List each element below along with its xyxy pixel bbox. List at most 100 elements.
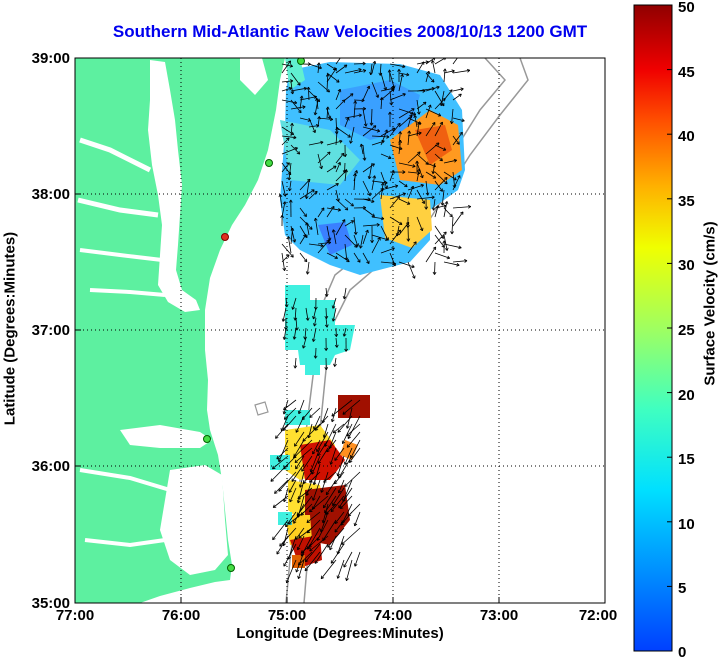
- velocity-arrow-head: [330, 462, 334, 465]
- velocity-arrow-head: [290, 91, 294, 95]
- velocity-arrow: [317, 447, 329, 464]
- velocity-arrow-head: [344, 169, 347, 173]
- velocity-arrow-head: [345, 425, 348, 429]
- velocity-arrow: [379, 63, 382, 76]
- velocity-arrow: [443, 89, 453, 101]
- velocity-arrow-head: [281, 318, 284, 322]
- x-tick-label: 72:00: [579, 607, 617, 624]
- velocity-arrow: [328, 431, 337, 449]
- velocity-arrow: [443, 68, 446, 83]
- velocity-arrow-head: [338, 490, 342, 494]
- velocity-arrow-head: [318, 98, 321, 102]
- velocity-arrow: [311, 455, 321, 475]
- velocity-arrow-head: [462, 118, 465, 122]
- velocity-arrow-head: [293, 102, 298, 105]
- velocity-arrow-head: [409, 130, 412, 134]
- velocity-arrow-head: [397, 229, 401, 232]
- velocity-arrow-head: [377, 94, 380, 98]
- chart-title: Southern Mid-Atlantic Raw Velocities 200…: [112, 22, 588, 41]
- velocity-arrow-head: [278, 459, 282, 463]
- velocity-arrow-head: [362, 69, 366, 71]
- velocity-arrow: [371, 61, 376, 74]
- velocity-arrow-head: [298, 535, 301, 539]
- velocity-arrow-head: [359, 114, 362, 118]
- velocity-arrow: [285, 297, 288, 308]
- velocity-arrow-head: [338, 198, 340, 202]
- velocity-arrow-head: [364, 157, 367, 161]
- velocity-arrow-head: [449, 120, 452, 124]
- velocity-arrow-head: [355, 100, 358, 104]
- colorbar-tick-label: 10: [678, 516, 695, 533]
- velocity-arrow-head: [354, 523, 358, 527]
- velocity-arrow: [306, 222, 310, 236]
- x-tick-label: 76:00: [162, 607, 200, 624]
- velocity-arrow-head: [304, 87, 307, 91]
- velocity-arrow-head: [397, 122, 401, 125]
- velocity-arrow: [290, 72, 301, 86]
- velocity-arrow-head: [358, 68, 362, 70]
- velocity-arrow: [362, 180, 371, 196]
- velocity-arrow-head: [412, 114, 416, 116]
- velocity-arrow-head: [438, 113, 442, 117]
- velocity-arrow-head: [295, 430, 299, 433]
- velocity-arrow: [353, 252, 361, 263]
- velocity-arrow: [314, 415, 329, 431]
- velocity-arrow-head: [346, 426, 350, 429]
- velocity-arrow: [389, 69, 391, 83]
- velocity-arrow-head: [390, 86, 394, 89]
- velocity-arrow: [299, 471, 305, 488]
- velocity-arrow: [434, 171, 448, 185]
- velocity-arrow: [362, 163, 375, 173]
- velocity-arrow-head: [367, 193, 371, 197]
- velocity-arrow: [326, 439, 337, 453]
- velocity-arrow-head: [413, 241, 417, 244]
- velocity-arrow-head: [296, 499, 299, 504]
- velocity-arrow-head: [313, 316, 316, 320]
- velocity-arrow: [281, 126, 294, 135]
- velocity-arrow-head: [346, 434, 350, 437]
- velocity-arrow-head: [309, 179, 311, 183]
- velocity-arrow-head: [361, 100, 365, 103]
- velocity-arrow: [315, 347, 317, 359]
- velocity-arrow-head: [422, 90, 426, 93]
- velocity-arrow: [301, 455, 313, 472]
- velocity-arrow-head: [354, 173, 357, 177]
- velocity-arrow: [299, 252, 308, 263]
- velocity-arrow-head: [330, 418, 333, 422]
- velocity-arrow: [317, 439, 329, 456]
- velocity-arrow-head: [354, 246, 358, 248]
- velocity-arrow-head: [270, 480, 274, 482]
- velocity-arrow: [344, 93, 354, 101]
- velocity-arrow-head: [292, 227, 295, 231]
- velocity-arrow-head: [403, 93, 406, 97]
- velocity-arrow: [380, 127, 396, 137]
- velocity-arrow-head: [300, 514, 305, 516]
- velocity-arrow-head: [342, 333, 345, 337]
- velocity-arrow: [320, 511, 329, 533]
- velocity-arrow-head: [421, 184, 424, 188]
- velocity-arrow: [281, 137, 290, 146]
- velocity-arrow-head: [416, 160, 419, 164]
- velocity-arrow-head: [446, 201, 449, 205]
- velocity-arrow: [362, 85, 370, 101]
- velocity-arrow-head: [307, 271, 310, 275]
- velocity-arrow-head: [432, 171, 436, 174]
- velocity-arrow-head: [332, 318, 336, 322]
- velocity-arrow: [342, 399, 361, 415]
- velocity-arrow-head: [336, 333, 339, 337]
- velocity-arrow-head: [372, 163, 375, 167]
- velocity-arrow-head: [371, 240, 374, 243]
- velocity-arrow: [299, 95, 303, 110]
- velocity-arrow-head: [344, 462, 348, 465]
- velocity-arrow: [425, 122, 436, 137]
- velocity-arrow: [330, 447, 337, 465]
- velocity-arrow-head: [412, 186, 415, 190]
- velocity-arrow: [434, 205, 447, 209]
- velocity-arrow: [407, 184, 424, 191]
- velocity-arrow-head: [369, 71, 372, 76]
- velocity-arrow-head: [333, 67, 337, 70]
- velocity-arrow-head: [409, 111, 413, 115]
- velocity-arrow: [380, 261, 396, 264]
- velocity-arrow-head: [431, 195, 435, 198]
- velocity-arrow-head: [343, 334, 347, 337]
